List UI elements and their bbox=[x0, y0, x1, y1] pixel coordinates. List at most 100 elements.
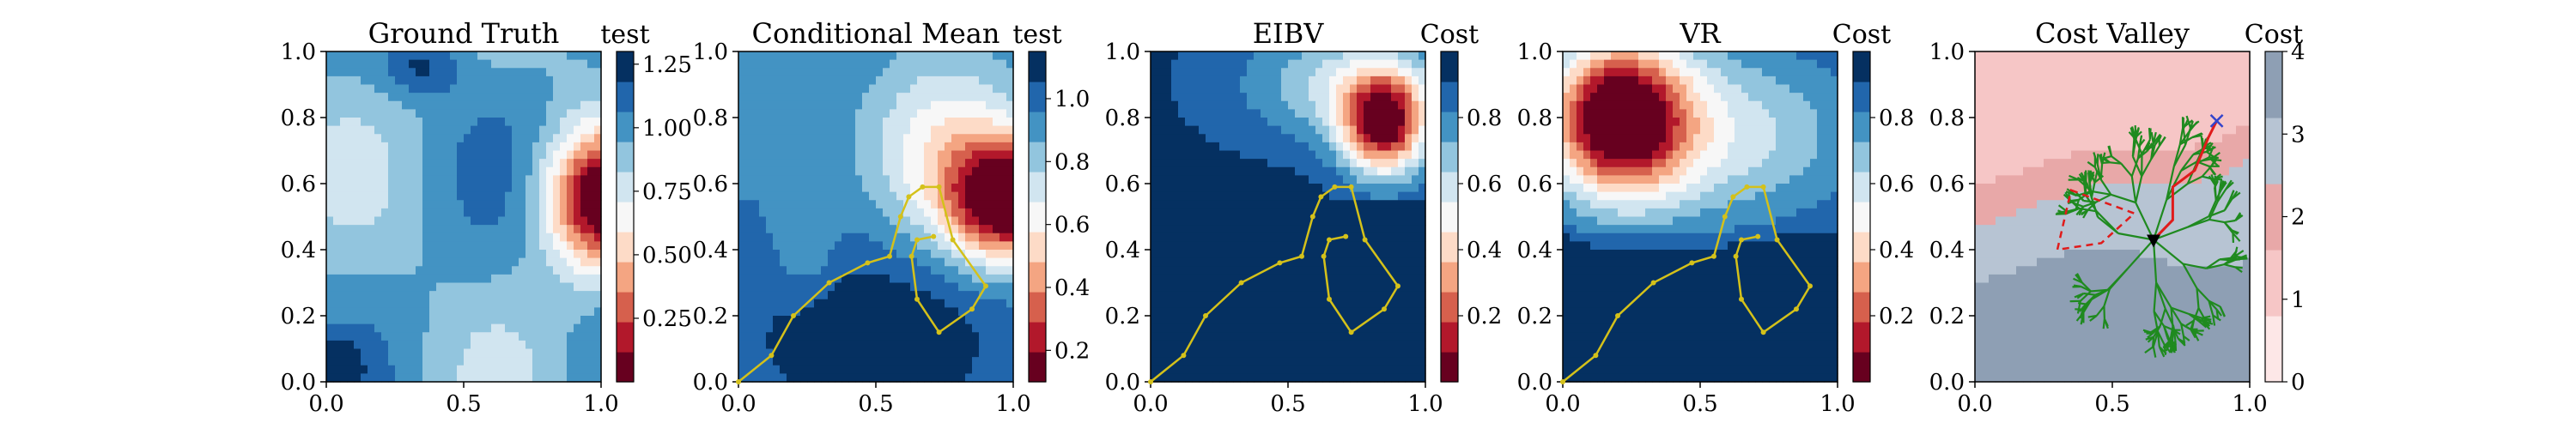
heatmap-cell bbox=[848, 291, 856, 300]
path-point bbox=[914, 296, 920, 302]
heatmap-cell bbox=[883, 291, 890, 300]
heatmap-cell bbox=[752, 100, 760, 110]
heatmap-cell bbox=[1157, 166, 1165, 176]
heatmap-cell bbox=[752, 118, 760, 127]
heatmap-cell bbox=[587, 51, 595, 61]
heatmap-cell bbox=[368, 266, 375, 275]
heatmap-cell bbox=[1419, 282, 1426, 292]
heatmap-cell bbox=[374, 134, 382, 143]
heatmap-cell bbox=[965, 51, 973, 61]
heatmap-cell bbox=[896, 233, 904, 242]
heatmap-cell bbox=[1309, 175, 1316, 184]
heatmap-cell bbox=[1261, 118, 1268, 127]
heatmap-cell bbox=[1364, 100, 1371, 110]
heatmap-cell bbox=[1364, 51, 1371, 61]
heatmap-cell bbox=[766, 76, 774, 86]
heatmap-cell bbox=[1164, 266, 1172, 275]
heatmap-cell bbox=[505, 76, 513, 86]
heatmap-cell bbox=[422, 257, 430, 267]
heatmap-cell bbox=[1219, 100, 1227, 110]
heatmap-cell bbox=[477, 100, 485, 110]
heatmap-cell bbox=[1192, 100, 1200, 110]
heatmap-cell bbox=[1343, 365, 1351, 374]
heatmap-cell bbox=[587, 216, 595, 226]
heatmap-cell bbox=[1350, 291, 1358, 300]
heatmap-cell bbox=[951, 84, 959, 94]
heatmap-cell bbox=[1157, 118, 1165, 127]
heatmap-cell bbox=[773, 225, 781, 234]
heatmap-cell bbox=[594, 373, 602, 383]
heatmap-cell bbox=[347, 365, 355, 374]
colorbar-band bbox=[617, 232, 634, 263]
heatmap-cell bbox=[1185, 299, 1193, 308]
heatmap-cell bbox=[1295, 118, 1303, 127]
heatmap-cell bbox=[1247, 208, 1255, 218]
heatmap-cell bbox=[381, 225, 389, 234]
heatmap-cell bbox=[347, 166, 355, 176]
heatmap-cell bbox=[869, 291, 877, 300]
heatmap-cell bbox=[388, 200, 396, 209]
heatmap-cell bbox=[477, 191, 485, 201]
heatmap-cell bbox=[1384, 332, 1392, 341]
heatmap-cell bbox=[1281, 373, 1289, 383]
heatmap-cell bbox=[574, 332, 581, 341]
heatmap-cell bbox=[876, 100, 884, 110]
heatmap-cell bbox=[436, 225, 444, 234]
heatmap-cell bbox=[1350, 68, 1358, 77]
heatmap-cell bbox=[752, 291, 760, 300]
heatmap-cell bbox=[1295, 348, 1303, 358]
heatmap-cell bbox=[457, 316, 465, 325]
heatmap-cell bbox=[491, 175, 499, 184]
heatmap-cell bbox=[738, 233, 746, 242]
heatmap-cell bbox=[1309, 332, 1316, 341]
heatmap-cell bbox=[848, 216, 856, 226]
heatmap-cell bbox=[787, 225, 794, 234]
heatmap-cell bbox=[1219, 282, 1227, 292]
heatmap-cell bbox=[512, 109, 519, 118]
heatmap-cell bbox=[986, 332, 993, 341]
heatmap-cell bbox=[848, 100, 856, 110]
heatmap-cell bbox=[1219, 316, 1227, 325]
heatmap-cell bbox=[1350, 323, 1358, 333]
heatmap-cell bbox=[821, 51, 829, 61]
heatmap-cell bbox=[945, 76, 952, 86]
heatmap-cell bbox=[381, 266, 389, 275]
heatmap-cell bbox=[450, 184, 458, 193]
heatmap-cell bbox=[793, 291, 801, 300]
heatmap-cell bbox=[841, 348, 849, 358]
heatmap-cell bbox=[986, 59, 993, 69]
heatmap-cell bbox=[368, 134, 375, 143]
heatmap-cell bbox=[835, 134, 842, 143]
heatmap-cell bbox=[1563, 109, 1571, 118]
heatmap-cell bbox=[457, 332, 465, 341]
heatmap-cell bbox=[917, 348, 925, 358]
path-point bbox=[936, 184, 942, 190]
heatmap-cell bbox=[1315, 59, 1323, 69]
heatmap-cell bbox=[780, 84, 787, 94]
heatmap-cell bbox=[539, 373, 547, 383]
heatmap-cell bbox=[1185, 51, 1193, 61]
heatmap-cell bbox=[1357, 233, 1364, 242]
heatmap-cell bbox=[546, 76, 554, 86]
heatmap-cell bbox=[1377, 51, 1385, 61]
heatmap-cell bbox=[1405, 100, 1413, 110]
heatmap-cell bbox=[1309, 68, 1316, 77]
heatmap-cell bbox=[388, 216, 396, 226]
heatmap-cell bbox=[759, 134, 767, 143]
heatmap-cell bbox=[388, 357, 396, 366]
heatmap-cell bbox=[1274, 316, 1282, 325]
heatmap-cell bbox=[1178, 323, 1186, 333]
heatmap-cell bbox=[491, 118, 499, 127]
heatmap-cell bbox=[381, 316, 389, 325]
heatmap-cell bbox=[1398, 100, 1406, 110]
heatmap-cell bbox=[1412, 166, 1419, 176]
heatmap-cell bbox=[1178, 109, 1186, 118]
heatmap-cell bbox=[409, 93, 416, 102]
heatmap-cell bbox=[498, 266, 506, 275]
heatmap-cell bbox=[491, 307, 499, 317]
heatmap-cell bbox=[917, 340, 925, 350]
heatmap-cell bbox=[340, 316, 348, 325]
heatmap-cell bbox=[340, 373, 348, 383]
heatmap-cell bbox=[340, 291, 348, 300]
heatmap-cell bbox=[464, 84, 471, 94]
